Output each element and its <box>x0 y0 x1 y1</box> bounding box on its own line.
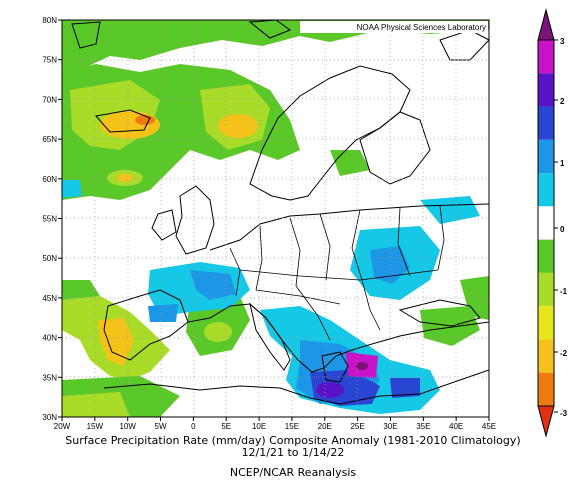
caption-source: NCEP/NCAR Reanalysis <box>229 466 357 479</box>
coast-mainland <box>103 203 489 373</box>
lon-tick-label: 15E <box>285 422 299 431</box>
colorbar-tick-label: 3 <box>560 37 565 46</box>
lat-tick-label: 80N <box>42 16 57 25</box>
colorbar-tick-label: -1 <box>560 287 568 296</box>
lon-tick-label: 5E <box>221 422 231 431</box>
colorbar-segment-zero <box>538 206 554 240</box>
lon-tick-label: 5W <box>155 422 167 431</box>
colorbar-tick-label: 2 <box>560 97 565 106</box>
lon-tick-label: 10E <box>252 422 266 431</box>
anomaly-pos-levant <box>390 378 420 398</box>
colorbar-tick-label: -2 <box>560 349 568 358</box>
colorbar-segment-neg1 <box>538 272 554 307</box>
lon-tick-label: 20W <box>54 422 71 431</box>
anomaly-pos-france-core <box>190 270 236 300</box>
lon-tick-label: 0 <box>191 422 196 431</box>
anomaly-neg-med-west-core <box>204 322 232 342</box>
country-borders <box>229 205 445 341</box>
lat-tick-label: 30N <box>42 413 57 422</box>
coast-italy <box>249 302 291 371</box>
colorbar-segment-pos2 <box>538 73 554 107</box>
coast-finland <box>359 111 431 185</box>
lon-tick-label: 45E <box>482 422 496 431</box>
colorbar-segment-neg1p5 <box>538 306 554 340</box>
coast-africa <box>103 369 489 405</box>
anomaly-neg-core-a <box>100 111 160 139</box>
border-lines <box>229 205 445 341</box>
colorbar-segment-neg2 <box>538 339 554 373</box>
longitude-axis: 20W 15W 10W 5W 0 5E 10E 15E 20E 25E 30E 35E 40E 45E <box>54 417 496 431</box>
lat-tick-label: 75N <box>42 56 57 65</box>
anomaly-pos-greece-core <box>316 382 344 398</box>
latitude-axis: 80N 75N 70N 65N 60N 55N 50N 45N 40N 35N 30N <box>42 16 62 422</box>
colorbar-segment-neg2p5 <box>538 372 554 406</box>
coast-ireland <box>151 209 177 241</box>
lat-tick-label: 35N <box>42 373 57 382</box>
colorbar-segment-pos1 <box>538 139 554 174</box>
credit-label: NOAA Physical Sciences Laboratory <box>357 23 486 32</box>
lat-tick-label: 65N <box>42 135 57 144</box>
lon-tick-label: 40E <box>449 422 463 431</box>
lat-tick-label: 55N <box>42 215 57 224</box>
anomaly-neg-iberia-core <box>98 318 134 366</box>
colorbar-tick-label: -3 <box>560 409 568 418</box>
anomaly-neg-core-b <box>218 114 258 138</box>
lon-tick-label: 35E <box>416 422 430 431</box>
lon-tick-label: 15W <box>87 422 104 431</box>
credit-box <box>300 21 488 33</box>
lat-tick-label: 60N <box>42 175 57 184</box>
coast-britain <box>175 185 215 255</box>
lat-tick-label: 50N <box>42 254 57 263</box>
anomaly-pos-baltic <box>420 196 480 224</box>
colorbar: 3 2 1 0 -1 -2 -3 <box>537 8 568 438</box>
anomaly-neg-sahara-lt <box>62 392 130 417</box>
map-plot-area <box>62 20 489 417</box>
anomaly-pos-aegean-core <box>356 362 368 370</box>
coastlines <box>71 20 489 405</box>
anomaly-neg-north <box>62 20 489 72</box>
anomaly-pos-atlantic <box>62 180 82 198</box>
lon-tick-label: 30E <box>383 422 397 431</box>
colorbar-segment-pos0p5 <box>538 173 554 207</box>
lon-tick-label: 20E <box>318 422 332 431</box>
anomaly-neg-core-e <box>117 174 133 182</box>
caption-title: Surface Precipitation Rate (mm/day) Comp… <box>65 434 521 447</box>
colorbar-bottom-arrow <box>537 405 555 438</box>
colorbar-tick-label: 1 <box>560 159 565 168</box>
colorbar-top-arrow <box>537 8 555 41</box>
lon-tick-label: 25E <box>350 422 364 431</box>
caption-date-range: 12/1/21 to 1/14/22 <box>241 446 345 459</box>
colorbar-segment-pos2p5 <box>538 40 554 74</box>
lon-tick-label: 10W <box>119 422 136 431</box>
lat-tick-label: 70N <box>42 95 57 104</box>
colorbar-segment-pos1p5 <box>538 106 554 140</box>
coast-spitsbergen <box>71 20 292 49</box>
colorbar-segment-neg0p5 <box>538 239 554 273</box>
coast-blacksea <box>398 299 481 327</box>
anomaly-neg-iberia-ring <box>62 280 100 300</box>
anomaly-pos-biscay <box>148 304 178 322</box>
coast-iceland <box>95 109 151 133</box>
colorbar-tick-label: 0 <box>560 225 565 234</box>
lat-tick-label: 40N <box>42 334 57 343</box>
lat-tick-label: 45N <box>42 294 57 303</box>
